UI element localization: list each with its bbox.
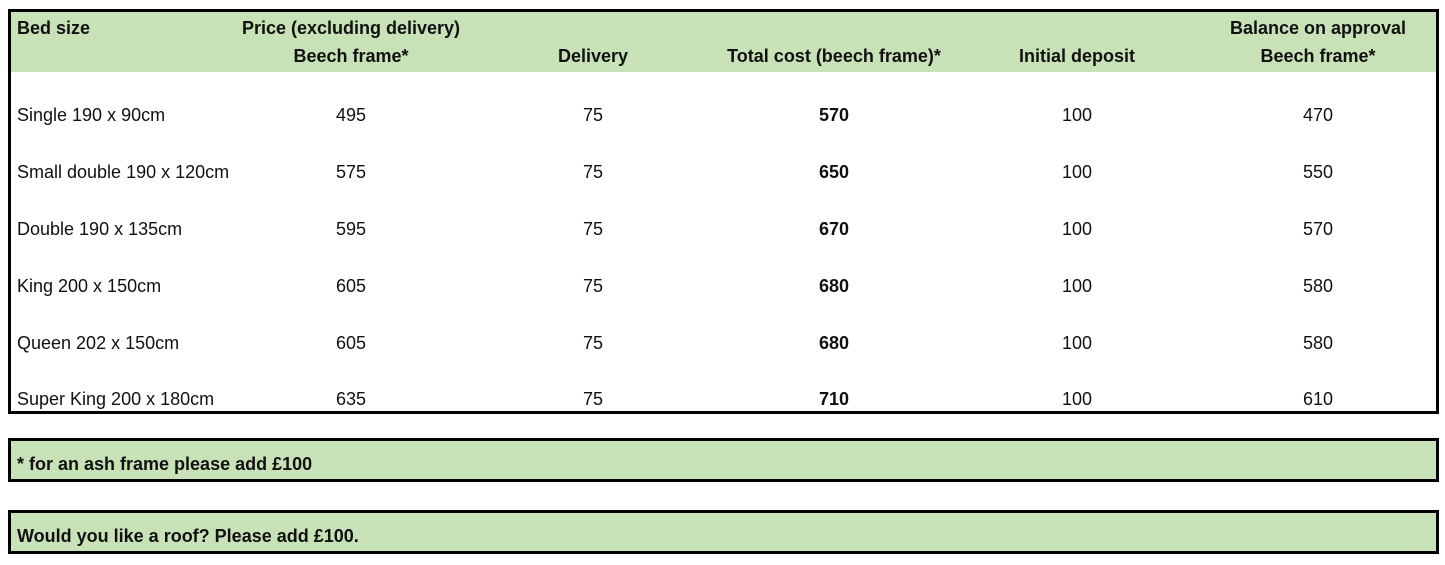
balance-cell: 570 bbox=[1302, 219, 1334, 239]
table-row: Small double 190 x 120cm 575 75 650 100 … bbox=[11, 157, 1436, 187]
table-row: Double 190 x 135cm 595 75 670 100 570 bbox=[11, 214, 1436, 244]
total-cost-cell: 710 bbox=[818, 389, 850, 409]
table-header: Bed size Price (excluding delivery) Beec… bbox=[11, 12, 1436, 72]
header-balance-line2: Beech frame* bbox=[1260, 46, 1376, 66]
delivery-cell: 75 bbox=[582, 105, 604, 125]
price-table: Bed size Price (excluding delivery) Beec… bbox=[8, 9, 1439, 414]
header-bed-size: Bed size bbox=[17, 18, 91, 38]
bed-size-cell: Queen 202 x 150cm bbox=[17, 333, 180, 353]
total-cost-cell: 650 bbox=[818, 162, 850, 182]
header-total-cost: Total cost (beech frame)* bbox=[727, 46, 941, 66]
price-cell: 595 bbox=[335, 219, 367, 239]
table-row: King 200 x 150cm 605 75 680 100 580 bbox=[11, 271, 1436, 301]
total-cost-cell: 680 bbox=[818, 333, 850, 353]
header-balance-line1: Balance on approval bbox=[1229, 18, 1407, 38]
delivery-cell: 75 bbox=[582, 219, 604, 239]
balance-cell: 580 bbox=[1302, 276, 1334, 296]
balance-cell: 580 bbox=[1302, 333, 1334, 353]
deposit-cell: 100 bbox=[1061, 276, 1093, 296]
total-cost-cell: 670 bbox=[818, 219, 850, 239]
roof-note: Would you like a roof? Please add £100. bbox=[8, 510, 1439, 554]
header-price-line1: Price (excluding delivery) bbox=[241, 18, 461, 38]
bed-size-cell: King 200 x 150cm bbox=[17, 276, 162, 296]
header-price-line2: Beech frame* bbox=[293, 46, 409, 66]
price-cell: 575 bbox=[335, 162, 367, 182]
total-cost-cell: 570 bbox=[818, 105, 850, 125]
deposit-cell: 100 bbox=[1061, 389, 1093, 409]
table-row: Queen 202 x 150cm 605 75 680 100 580 bbox=[11, 328, 1436, 358]
price-cell: 605 bbox=[335, 333, 367, 353]
balance-cell: 470 bbox=[1302, 105, 1334, 125]
ash-frame-note-text: * for an ash frame please add £100 bbox=[17, 454, 313, 474]
roof-note-text: Would you like a roof? Please add £100. bbox=[17, 526, 359, 546]
header-initial-deposit: Initial deposit bbox=[1018, 46, 1136, 66]
deposit-cell: 100 bbox=[1061, 219, 1093, 239]
deposit-cell: 100 bbox=[1061, 105, 1093, 125]
delivery-cell: 75 bbox=[582, 333, 604, 353]
delivery-cell: 75 bbox=[582, 389, 604, 409]
delivery-cell: 75 bbox=[582, 276, 604, 296]
price-cell: 635 bbox=[335, 389, 367, 409]
bed-size-cell: Double 190 x 135cm bbox=[17, 219, 183, 239]
table-row: Single 190 x 90cm 495 75 570 100 470 bbox=[11, 100, 1436, 130]
deposit-cell: 100 bbox=[1061, 162, 1093, 182]
price-cell: 495 bbox=[335, 105, 367, 125]
table-row: Super King 200 x 180cm 635 75 710 100 61… bbox=[11, 384, 1436, 414]
delivery-cell: 75 bbox=[582, 162, 604, 182]
balance-cell: 550 bbox=[1302, 162, 1334, 182]
ash-frame-note: * for an ash frame please add £100 bbox=[8, 438, 1439, 482]
balance-cell: 610 bbox=[1302, 389, 1334, 409]
header-delivery: Delivery bbox=[557, 46, 629, 66]
bed-size-cell: Small double 190 x 120cm bbox=[17, 162, 230, 182]
price-cell: 605 bbox=[335, 276, 367, 296]
total-cost-cell: 680 bbox=[818, 276, 850, 296]
bed-size-cell: Super King 200 x 180cm bbox=[17, 389, 215, 409]
deposit-cell: 100 bbox=[1061, 333, 1093, 353]
bed-size-cell: Single 190 x 90cm bbox=[17, 105, 166, 125]
